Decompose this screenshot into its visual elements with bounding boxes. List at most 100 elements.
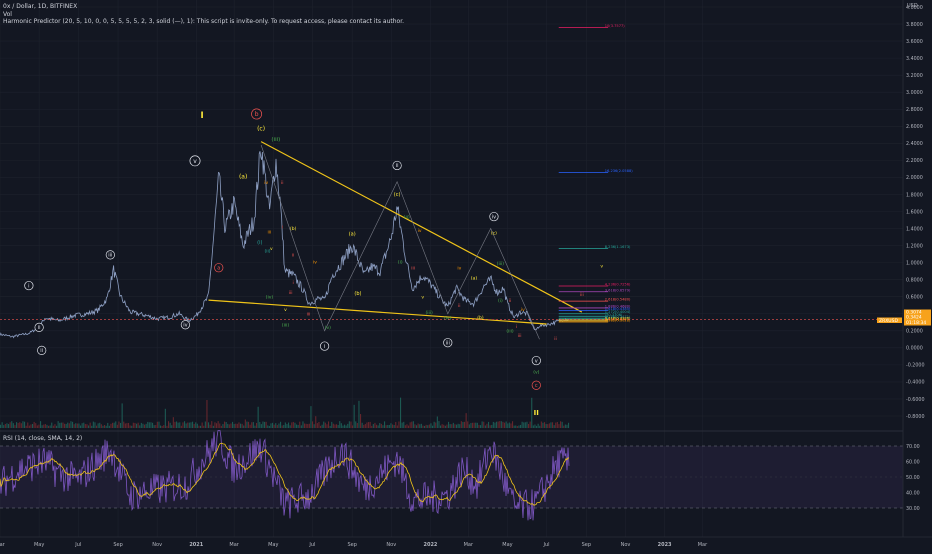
wave-label: ii <box>40 348 43 354</box>
rsi-axis-tick: 50.00 <box>906 475 920 481</box>
fib-level-label: 10(3.7577) <box>605 24 626 28</box>
volume-bar <box>64 423 66 428</box>
wave-label-circle <box>34 322 44 332</box>
volume-bar <box>566 424 568 428</box>
price-axis-tick: 0.8000 <box>906 277 923 283</box>
grid-lines <box>0 0 903 537</box>
volume-bar <box>70 421 72 428</box>
volume-bar <box>558 424 560 428</box>
volume-bar <box>408 425 410 428</box>
volume-bar <box>286 424 288 428</box>
volume-bar <box>350 421 352 428</box>
volume-bar <box>116 424 118 428</box>
fib-level-label: 0.786(0.3471) <box>605 315 631 319</box>
volume-bar <box>312 421 314 428</box>
wave-label: (iii) <box>282 323 290 329</box>
volume-bar <box>124 423 126 428</box>
price-axis-tick: -0.4000 <box>906 380 925 386</box>
wave-label: (a) <box>349 231 356 237</box>
price-series-line <box>0 151 570 339</box>
volume-bar <box>145 423 147 428</box>
volume-bar <box>105 425 107 428</box>
volume-bar <box>91 425 93 428</box>
wave-label: (c) <box>491 231 497 237</box>
volume-bar <box>270 423 272 428</box>
volume-bar <box>387 424 389 428</box>
indicator-legend: Harmonic Predictor (20, 5, 10, 0, 0, 5, … <box>3 18 405 25</box>
volume-bar <box>99 422 101 428</box>
time-axis-label: May <box>268 542 278 548</box>
volume-bar <box>68 423 70 428</box>
wave-label: (ii) <box>264 248 270 254</box>
volume-bar <box>232 421 234 428</box>
volume-bar <box>427 425 429 428</box>
volume-bar <box>328 421 330 428</box>
volume-bar <box>457 423 459 428</box>
wave-label: (iii) <box>426 310 434 316</box>
wave-label: (iv) <box>444 316 452 322</box>
wave-label: iii <box>580 292 584 298</box>
volume-bar <box>340 423 342 428</box>
volume-bar <box>384 421 386 428</box>
volume-bar <box>84 424 86 428</box>
volume-bar <box>544 422 546 428</box>
volume-bar <box>308 423 310 428</box>
volume-bar <box>374 422 376 428</box>
volume-bar <box>132 422 134 428</box>
volume-bar <box>156 421 158 428</box>
volume-bar <box>536 425 538 428</box>
volume-bar <box>414 424 416 428</box>
volume-bar <box>184 421 186 428</box>
wave-label: (b) <box>290 226 297 232</box>
volume-bar <box>288 422 290 428</box>
wave-label: iii <box>518 333 522 339</box>
volume-bar <box>398 421 400 428</box>
volume-bar <box>216 423 218 428</box>
volume-bar <box>1 422 3 428</box>
fib-level-label: 1.886(0.4680) <box>605 304 631 308</box>
wave-label: ii <box>281 180 284 186</box>
time-axis-label: Sep <box>347 542 356 548</box>
volume-bar <box>112 422 114 428</box>
volume-bar <box>198 425 200 428</box>
volume-bar <box>102 425 104 428</box>
fib-level-label: 2.618(0.5480) <box>605 298 631 302</box>
wave-label: iv <box>264 180 268 186</box>
volume-bar <box>260 424 262 428</box>
volume-bar <box>564 424 566 428</box>
volume-bar <box>507 423 509 428</box>
volume-bar <box>537 423 539 428</box>
volume-bar <box>140 422 142 428</box>
volume-bars <box>0 397 570 428</box>
volume-bar <box>329 425 331 428</box>
volume-bar <box>388 424 390 428</box>
volume-bar <box>489 425 491 428</box>
volume-bar <box>118 421 120 428</box>
volume-bar <box>22 421 24 428</box>
volume-bar <box>73 424 75 428</box>
price-axis-tick: 3.2000 <box>906 73 923 79</box>
wave-label: v <box>600 265 603 270</box>
volume-bar <box>107 422 109 428</box>
volume-bar <box>424 425 426 428</box>
volume-bar <box>379 423 381 428</box>
price-axis-tick: 1.2000 <box>906 243 923 249</box>
volume-bar <box>264 421 266 428</box>
volume-bar <box>494 422 496 428</box>
wave-label: (iii) <box>271 137 280 143</box>
volume-bar <box>473 422 475 428</box>
time-axis-label: Mar <box>698 542 708 548</box>
volume-bar <box>444 425 446 428</box>
price-axis-tick: 0.6000 <box>906 295 923 301</box>
price-axis-tick: 2.2000 <box>906 158 923 164</box>
volume-bar <box>243 425 245 428</box>
symbol-title: 0x / Dollar, 1D, BITFINEX <box>3 3 78 10</box>
volume-bar <box>41 425 43 428</box>
wave-label: iii <box>446 340 450 346</box>
volume-bar <box>528 423 530 428</box>
volume-bar <box>417 423 419 428</box>
volume-bar <box>185 423 187 428</box>
wave-label: i <box>324 344 325 350</box>
volume-bar <box>72 421 74 428</box>
